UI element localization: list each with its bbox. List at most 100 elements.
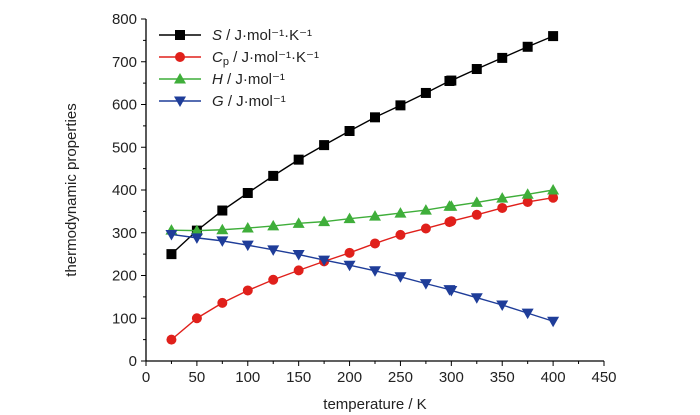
x-tick-label: 250	[388, 369, 413, 386]
data-point	[369, 210, 381, 221]
legend-label: Cp / J·mol⁻¹·K⁻¹	[212, 49, 319, 68]
data-point	[268, 274, 279, 285]
series-line	[170, 35, 554, 255]
x-tick-label: 100	[235, 369, 260, 386]
y-tick-label: 600	[112, 97, 137, 114]
x-tick-label: 200	[337, 369, 362, 386]
data-point	[318, 215, 331, 227]
y-tick-label: 700	[112, 54, 137, 71]
data-point	[293, 265, 304, 276]
series-1	[166, 192, 559, 345]
data-point	[241, 222, 254, 233]
data-point	[470, 196, 483, 207]
data-point	[420, 87, 431, 98]
x-tick-label: 50	[189, 369, 206, 386]
legend-label: G / J·mol⁻¹	[212, 93, 286, 110]
data-point	[446, 75, 457, 86]
axes: 0 50 100 150 200 250 300 350 400 450 0 100 200 300 400…	[112, 11, 617, 386]
data-point	[497, 202, 508, 213]
data-point	[343, 260, 356, 272]
legend-label: H / J·mol⁻¹	[212, 71, 285, 88]
data-point	[267, 219, 280, 231]
data-point	[216, 223, 229, 235]
data-point	[166, 249, 177, 260]
x-tick-label: 0	[142, 369, 150, 386]
data-point	[548, 31, 559, 42]
data-point	[241, 240, 254, 252]
data-point	[174, 73, 186, 84]
data-point	[395, 229, 406, 240]
x-tick-label: 400	[541, 369, 566, 386]
data-point	[190, 233, 203, 244]
data-point	[268, 170, 279, 181]
x-tick-label: 350	[490, 369, 515, 386]
data-point	[394, 272, 407, 283]
data-point	[175, 52, 185, 62]
y-tick-label: 400	[112, 182, 137, 199]
data-point	[292, 217, 305, 228]
legend-label: S / J·mol⁻¹·K⁻¹	[212, 27, 312, 44]
legend-entry: S / J·mol⁻¹·K⁻¹	[159, 27, 312, 44]
x-tick-label: 150	[286, 369, 311, 386]
data-point	[217, 205, 228, 216]
legend: S / J·mol⁻¹·K⁻¹ Cp / J·mol⁻¹·K⁻¹ H / J·mol…	[159, 27, 319, 110]
x-tick-label: 450	[591, 369, 616, 386]
data-point	[267, 245, 280, 256]
data-point	[175, 30, 185, 40]
data-point	[370, 112, 380, 123]
data-point	[343, 212, 356, 224]
series-2	[165, 184, 560, 236]
y-tick-label: 0	[129, 353, 137, 370]
legend-entry: H / J·mol⁻¹	[159, 71, 285, 88]
data-point	[471, 209, 482, 220]
y-tick-label: 300	[112, 225, 137, 242]
data-point	[395, 100, 406, 111]
data-point	[496, 300, 509, 311]
data-point	[174, 96, 186, 107]
y-tick-label: 100	[112, 310, 137, 327]
data-point	[445, 285, 458, 297]
data-point	[242, 285, 253, 296]
data-point	[319, 140, 330, 151]
data-point	[369, 266, 381, 277]
data-point	[521, 188, 534, 199]
legend-entry: Cp / J·mol⁻¹·K⁻¹	[159, 49, 319, 68]
data-point	[548, 192, 559, 203]
data-point	[370, 238, 380, 249]
y-axis-label: thermodynamic properties	[63, 103, 80, 276]
series-3	[165, 229, 560, 328]
legend-entry: G / J·mol⁻¹	[159, 93, 286, 110]
data-point	[471, 64, 482, 75]
data-point	[419, 279, 432, 290]
data-point	[445, 200, 458, 211]
y-tick-label: 200	[112, 268, 137, 285]
data-point	[292, 250, 305, 261]
data-point	[420, 223, 431, 234]
data-point	[318, 255, 331, 267]
data-point	[547, 316, 560, 328]
data-point	[293, 154, 304, 165]
data-point	[522, 41, 533, 52]
data-point	[165, 229, 178, 241]
data-point	[419, 204, 432, 215]
data-point	[497, 52, 508, 63]
data-point	[216, 236, 229, 247]
data-point	[344, 247, 355, 258]
data-point	[394, 207, 407, 218]
data-point	[547, 184, 560, 195]
data-point	[344, 126, 355, 137]
data-point	[217, 297, 228, 308]
data-point	[496, 192, 509, 203]
data-point	[470, 293, 483, 304]
data-point	[446, 216, 457, 227]
y-tick-label: 800	[112, 11, 137, 28]
series-layer	[165, 31, 560, 345]
data-point	[242, 187, 253, 198]
data-point	[190, 224, 203, 236]
data-point	[522, 196, 533, 207]
data-point	[166, 334, 177, 345]
y-tick-label: 500	[112, 139, 137, 156]
data-point	[191, 313, 202, 324]
data-point	[521, 308, 534, 320]
